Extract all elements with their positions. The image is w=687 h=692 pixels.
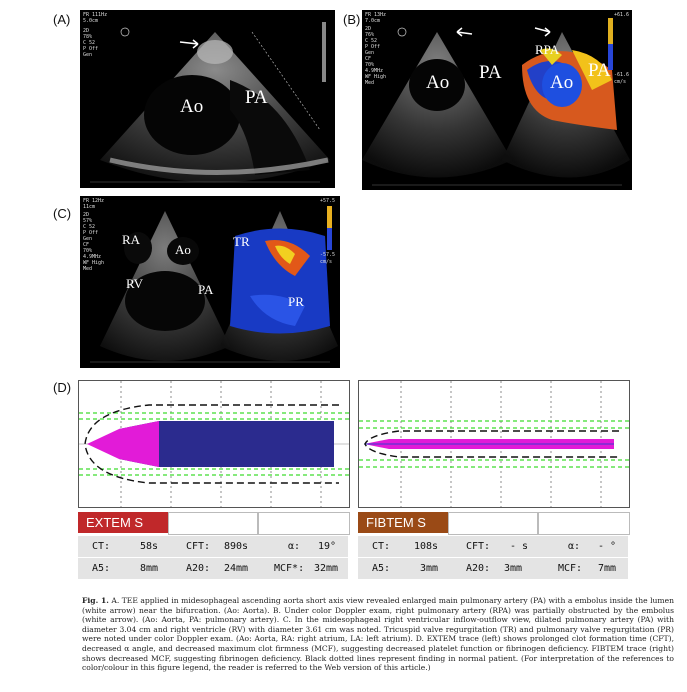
extem-trace-panel xyxy=(78,380,350,508)
extem-trace-svg xyxy=(79,381,349,507)
echo-scan-a xyxy=(90,22,330,183)
fibtem-a20-value: 3mm xyxy=(504,563,523,574)
extem-cft-label: CFT: xyxy=(186,541,211,552)
extem-a5-label: A5: xyxy=(92,563,111,574)
extem-mcf-label: MCF*: xyxy=(274,563,305,574)
fibtem-mcf-label: MCF: xyxy=(558,563,583,574)
echo-header-a: FR 111Hz 5.0cm xyxy=(83,12,108,24)
extem-a20-value: 24mm xyxy=(224,563,249,574)
fibtem-a5-value: 3mm xyxy=(420,563,439,574)
label-pa-b-right: PA xyxy=(588,60,611,81)
extem-cft-value: 890s xyxy=(224,541,249,552)
label-ao-c: Ao xyxy=(175,242,191,257)
echo-scan-b xyxy=(362,18,630,186)
label-pa-b-left: PA xyxy=(479,62,502,83)
label-ao-b-right: Ao xyxy=(550,72,574,93)
fibtem-a20-label: A20: xyxy=(466,563,491,574)
label-ao-b-left: Ao xyxy=(426,72,450,93)
extem-header: EXTEM S xyxy=(78,512,168,533)
echo-image-a: FR 111Hz 5.0cm 2D 78% C 52 P Off Gen Ao … xyxy=(80,10,335,188)
label-tr-c: TR xyxy=(233,234,250,249)
extem-normal-trace xyxy=(84,404,339,484)
fibtem-results-table: FIBTEM S CT: 108s CFT: - s α: - ° A5: 3m… xyxy=(358,512,630,579)
caption-lead: Fig. 1. xyxy=(82,596,109,605)
extem-trace-tip xyxy=(87,421,159,467)
figure-caption: Fig. 1. A. TEE applied in midesophageal … xyxy=(82,596,674,673)
echo-params-c: 2D 57% C 52 P Off Gen CF 70% 4.9MHz WF H… xyxy=(83,212,105,272)
fibtem-cft-value: - s xyxy=(510,541,529,552)
echo-scan-c xyxy=(90,206,338,363)
color-scale-bottom-b: -61.6 xyxy=(614,72,630,78)
extem-a5-value: 8mm xyxy=(140,563,159,574)
fibtem-ct-value: 108s xyxy=(414,541,439,552)
extem-alpha-label: α: xyxy=(288,541,301,552)
echo-params-b: 2D 76% C 52 P Off Gen CF 70% 4.9MHz WF H… xyxy=(365,26,387,86)
fibtem-cft-label: CFT: xyxy=(466,541,491,552)
extem-mcf-value: 32mm xyxy=(314,563,339,574)
label-rpa-b: RPA xyxy=(535,42,560,57)
extem-ct-label: CT: xyxy=(92,541,111,552)
extem-ct-value: 58s xyxy=(140,541,159,552)
color-scale-top-b: +61.6 xyxy=(614,12,630,18)
echo-image-c: FR 12Hz 11cm 2D 57% C 52 P Off Gen CF 70… xyxy=(80,196,340,368)
fibtem-a5-label: A5: xyxy=(372,563,391,574)
color-scale-bottom-c: -57.5 xyxy=(320,252,336,258)
echo-image-b: FR 13Hz 7.0cm 2D 76% C 52 P Off Gen CF 7… xyxy=(362,10,632,190)
extem-alpha-value: 19° xyxy=(318,541,337,552)
label-rv-c: RV xyxy=(126,276,144,291)
echo-header-b: FR 13Hz 7.0cm xyxy=(365,12,387,24)
extem-a20-label: A20: xyxy=(186,563,211,574)
echo-params-a: 2D 78% C 52 P Off Gen xyxy=(83,28,99,58)
fibtem-header: FIBTEM S xyxy=(358,512,448,533)
fibtem-trace-svg xyxy=(359,381,629,507)
echo-header-c: FR 12Hz 11cm xyxy=(83,198,105,210)
panel-label-b: (B) xyxy=(343,12,361,27)
label-pr-c: PR xyxy=(288,294,304,309)
fibtem-mcf-value: 7mm xyxy=(598,563,617,574)
extem-trace-body xyxy=(119,421,334,467)
panel-label-a: (A) xyxy=(53,12,71,27)
panel-label-d: (D) xyxy=(53,380,72,395)
label-ra-c: RA xyxy=(122,232,141,247)
fibtem-normal-trace xyxy=(364,430,619,458)
extem-results-table: EXTEM S CT: 58s CFT: 890s α: 19° A5: 8mm… xyxy=(78,512,350,579)
label-ao-a: Ao xyxy=(180,96,204,117)
label-pa-a: PA xyxy=(245,87,268,108)
fibtem-alpha-value: - ° xyxy=(598,541,617,552)
caption-text: A. TEE applied in midesophageal ascendin… xyxy=(82,596,674,673)
fibtem-ct-label: CT: xyxy=(372,541,391,552)
fibtem-trace-panel xyxy=(358,380,630,508)
label-pa-c: PA xyxy=(198,282,214,297)
color-scale-unit-b: cm/s xyxy=(614,79,627,85)
panel-label-c: (C) xyxy=(53,206,72,221)
color-scale-unit-c: cm/s xyxy=(320,259,333,265)
fibtem-alpha-label: α: xyxy=(568,541,581,552)
color-scale-top-c: +57.5 xyxy=(320,198,336,204)
